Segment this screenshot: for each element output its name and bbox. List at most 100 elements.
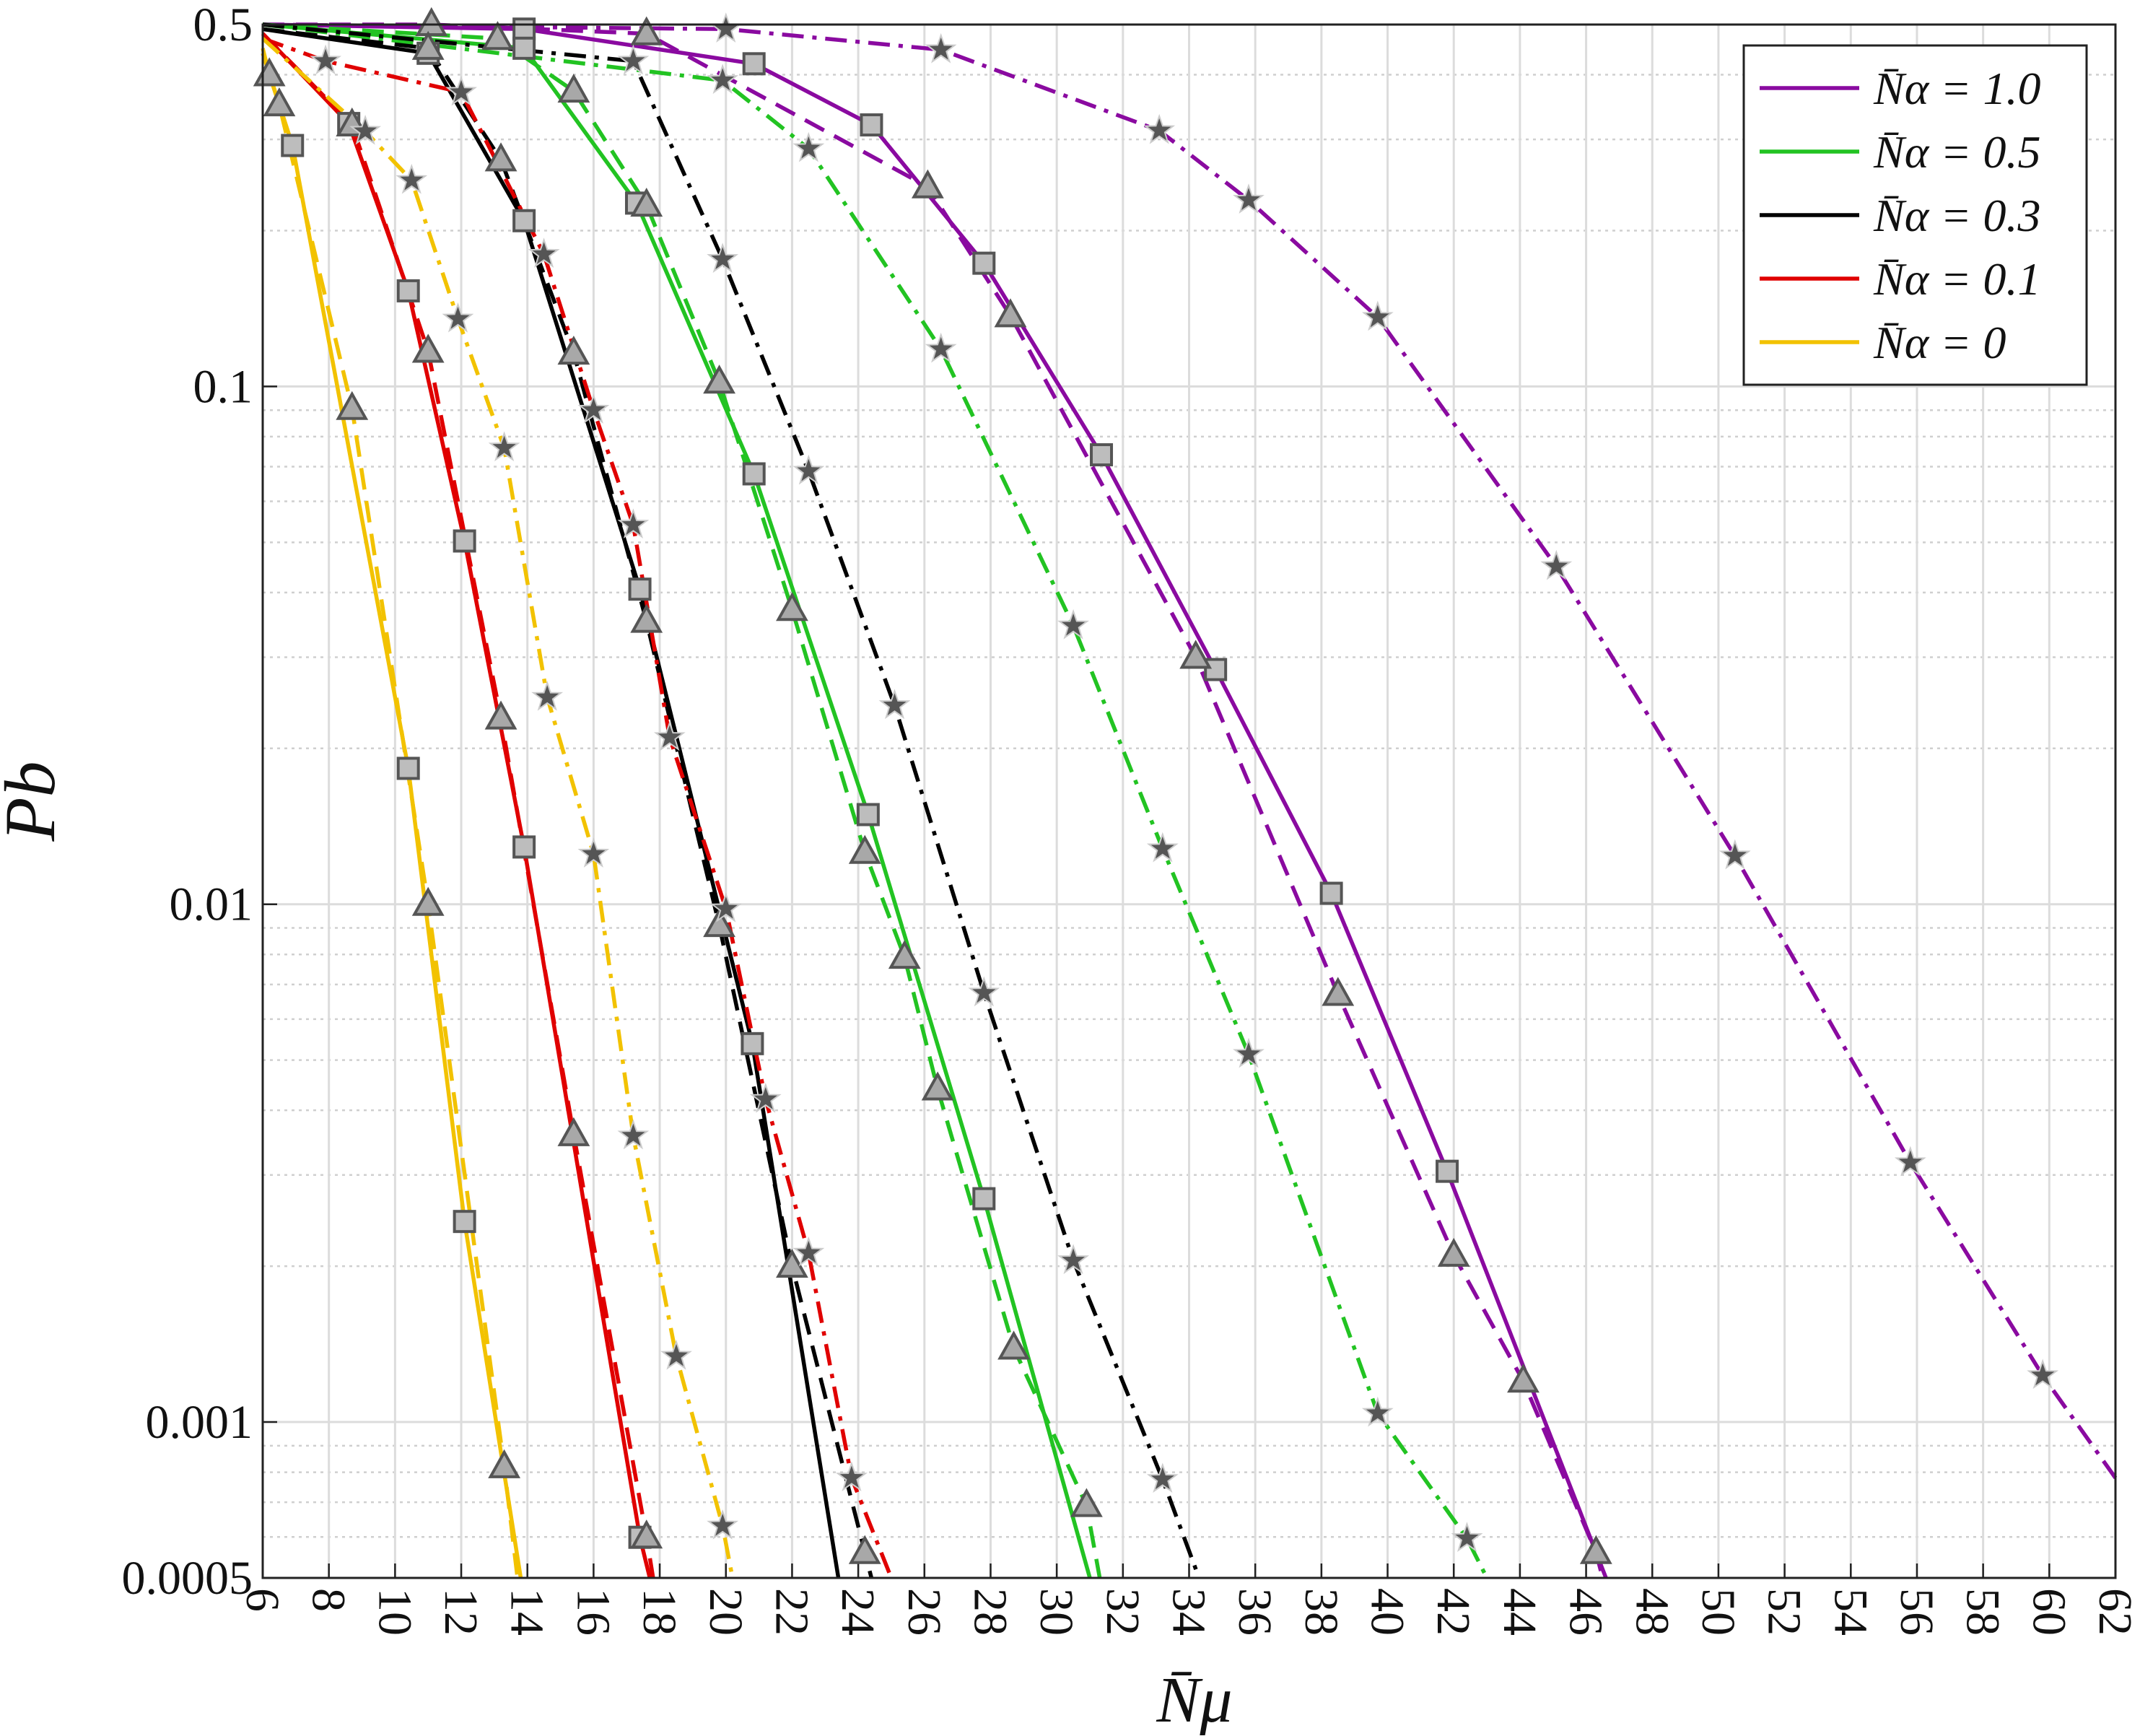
marker — [411, 886, 445, 916]
legend-label: N̄α = 0.1 — [1873, 253, 2040, 305]
y-tick-label: 0.01 — [170, 878, 253, 931]
marker — [1718, 839, 1751, 870]
x-tick-label: 54 — [1824, 1588, 1877, 1636]
legend-label: N̄α = 0.5 — [1873, 126, 2040, 178]
x-tick-label: 58 — [1957, 1588, 2009, 1636]
x-tick-label: 6 — [236, 1588, 289, 1612]
marker — [512, 209, 536, 232]
marker — [741, 1031, 764, 1055]
marker — [512, 835, 536, 859]
marker — [911, 169, 944, 199]
marker — [1204, 658, 1228, 681]
marker — [617, 1119, 650, 1150]
marker — [792, 131, 825, 162]
marker — [281, 134, 305, 157]
marker — [557, 1117, 590, 1146]
marker — [488, 1449, 521, 1478]
marker — [557, 336, 590, 365]
marker — [1057, 609, 1090, 640]
x-tick-label: 50 — [1692, 1588, 1744, 1636]
plot-frame — [261, 23, 2117, 1579]
marker — [310, 44, 342, 75]
x-tick-label: 22 — [765, 1588, 818, 1636]
marker — [1540, 549, 1573, 580]
marker — [703, 365, 735, 394]
marker — [742, 52, 766, 76]
marker — [792, 1236, 825, 1267]
marker — [776, 592, 808, 621]
marker — [660, 1339, 692, 1370]
y-tick-label: 0.1 — [193, 360, 253, 413]
y-tick-label: 0.001 — [146, 1396, 253, 1449]
x-tick-label: 52 — [1758, 1588, 1811, 1636]
marker — [411, 333, 445, 363]
marker — [628, 577, 652, 601]
marker — [925, 32, 957, 64]
marker — [1090, 443, 1114, 467]
x-tick-label: 56 — [1890, 1588, 1943, 1636]
marker — [1146, 832, 1179, 863]
marker — [396, 279, 420, 302]
marker — [878, 689, 911, 720]
marker — [617, 508, 650, 538]
x-tick-label: 14 — [501, 1588, 554, 1636]
y-axis-label: Pb — [0, 761, 70, 842]
marker — [848, 1535, 881, 1564]
marker — [856, 803, 880, 826]
marker — [336, 391, 369, 420]
marker — [484, 700, 517, 730]
x-tick-label: 18 — [633, 1588, 686, 1636]
marker — [445, 75, 477, 106]
x-tick-label: 42 — [1427, 1588, 1480, 1636]
marker — [1436, 1159, 1459, 1183]
marker — [1179, 640, 1213, 669]
x-tick-label: 16 — [567, 1588, 619, 1636]
series-line — [262, 22, 1201, 1579]
marker — [860, 113, 883, 137]
x-tick-label: 24 — [831, 1588, 884, 1636]
marker — [411, 30, 445, 60]
x-tick-label: 46 — [1560, 1588, 1612, 1636]
marker — [531, 680, 564, 711]
series-line — [262, 22, 1608, 1579]
marker — [835, 1461, 868, 1492]
marker — [707, 243, 739, 273]
legend-label: N̄α = 0 — [1873, 317, 2006, 368]
marker — [577, 837, 610, 868]
marker — [481, 21, 514, 51]
x-tick-label: 60 — [2022, 1588, 2075, 1636]
marker — [630, 16, 663, 45]
x-tick-label: 44 — [1493, 1588, 1546, 1636]
marker — [484, 142, 517, 172]
marker — [997, 1330, 1030, 1360]
x-tick-label: 38 — [1295, 1588, 1348, 1636]
marker — [630, 1519, 663, 1549]
marker — [921, 1071, 954, 1101]
marker — [925, 332, 957, 363]
marker — [1437, 1237, 1470, 1267]
marker — [1319, 881, 1343, 905]
marker — [972, 1187, 996, 1211]
marker — [1361, 1396, 1394, 1427]
marker — [396, 756, 420, 780]
marker — [577, 393, 610, 424]
marker — [349, 114, 381, 145]
marker — [263, 87, 296, 117]
marker — [968, 976, 1000, 1007]
marker — [848, 834, 881, 864]
legend-label: N̄α = 0.3 — [1873, 190, 2040, 241]
marker — [888, 940, 921, 969]
series-line — [262, 22, 1489, 1579]
marker — [1233, 1037, 1265, 1068]
x-tick-label: 40 — [1361, 1588, 1414, 1636]
marker — [707, 1509, 739, 1540]
marker — [453, 529, 476, 553]
x-tick-label: 10 — [368, 1588, 421, 1636]
marker — [653, 720, 686, 751]
marker — [630, 603, 663, 633]
x-tick-label: 8 — [302, 1588, 355, 1612]
x-tick-label: 34 — [1163, 1588, 1215, 1636]
x-tick-label: 32 — [1096, 1588, 1149, 1636]
marker — [557, 74, 590, 103]
marker — [1451, 1522, 1483, 1552]
